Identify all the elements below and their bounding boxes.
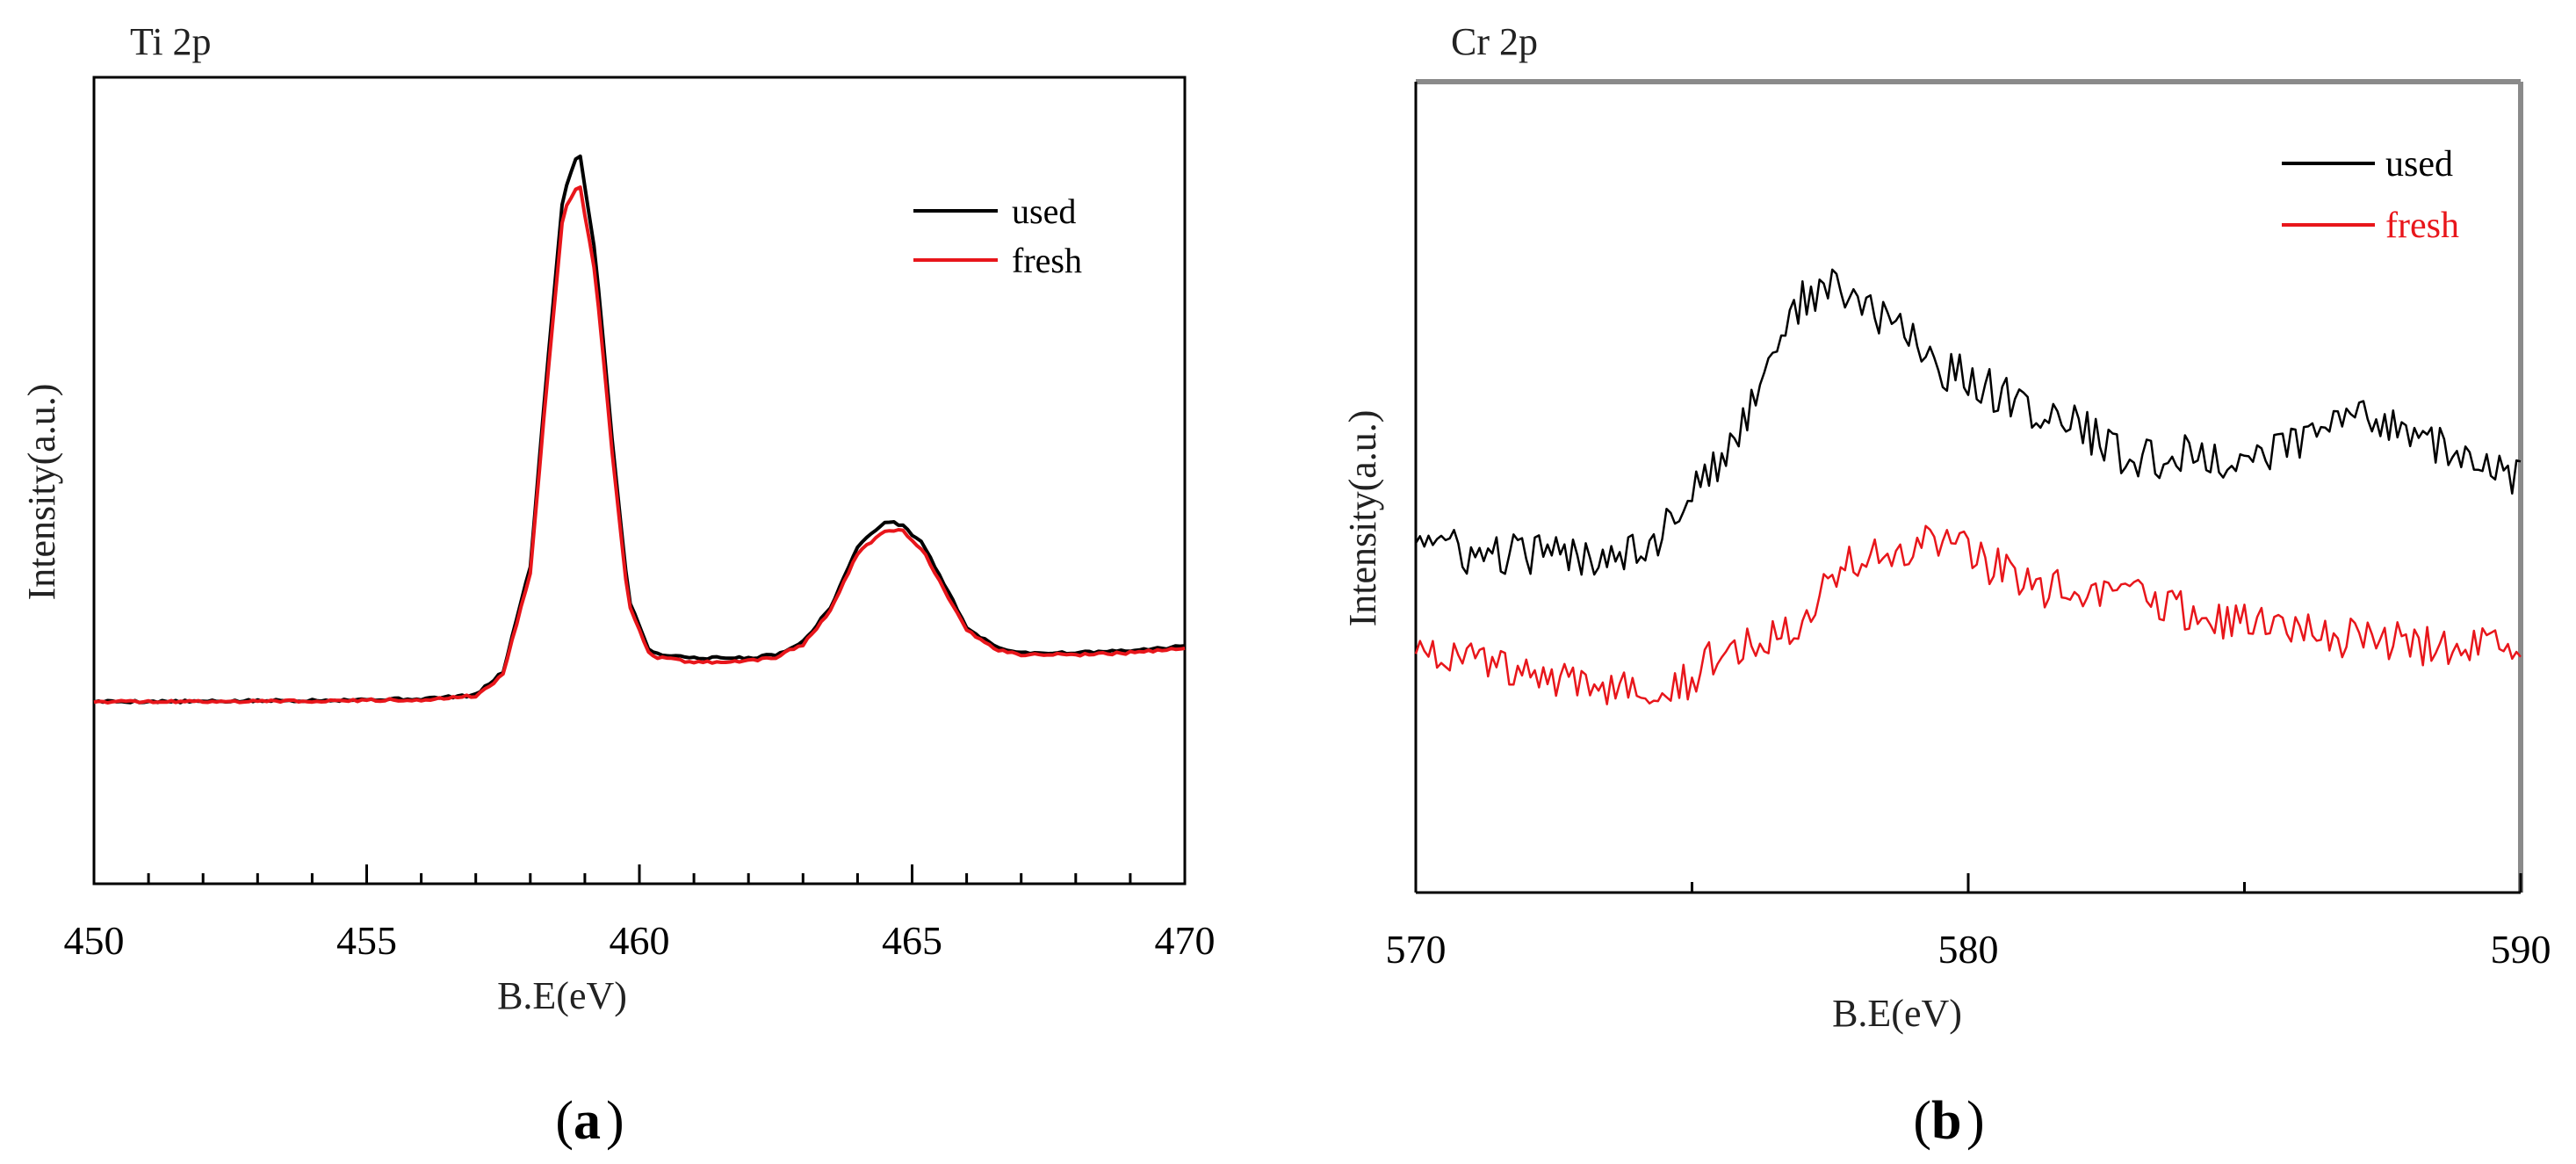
panel-b-label: b [1931,1091,1961,1151]
legend-label-used: used [1012,192,1076,231]
x-tick-label: 470 [1155,918,1216,963]
x-tick-label: 460 [610,918,670,963]
panel-a-y-axis-label: Intensity(a.u.) [20,384,63,601]
legend-label-fresh: fresh [2385,206,2459,246]
panel-a-x-tick-labels: 450 455 460 465 470 [64,918,1216,963]
x-tick-label: 580 [1938,927,1999,972]
panel-b-y-axis-label: Intensity(a.u.) [1341,410,1384,627]
series-line-used [1414,268,2522,576]
legend-label-used: used [2385,144,2453,184]
series-line-fresh [93,185,1186,705]
panel-b-x-ticks [1414,873,2522,893]
panel-a-close-paren: ) [606,1091,624,1151]
panel-a-x-ticks [92,864,1187,884]
panel-a-x-axis-label: B.E(eV) [497,974,627,1017]
x-tick-label: 465 [882,918,942,963]
panel-b-caption: ( b ) [1913,1091,1984,1151]
panel-b-close-paren: ) [1966,1091,1985,1151]
x-tick-label: 590 [2491,927,2551,972]
panel-a-series [93,154,1186,705]
x-tick-label: 455 [336,918,397,963]
panel-a-label: a [574,1091,601,1151]
x-tick-label: 570 [1386,927,1447,972]
panel-a-open-paren: ( [555,1091,574,1151]
panel-b-open-paren: ( [1913,1091,1931,1151]
series-line-used [93,154,1186,705]
panel-b-legend: used fresh [2282,144,2459,246]
panel-b-x-tick-labels: 570 580 590 [1386,927,2551,972]
panel-b-cr2p: Cr 2p 570 580 590 used fresh B.E(eV) Intens… [1341,20,2551,1151]
panel-b-x-axis-label: B.E(eV) [1832,992,1962,1035]
panel-a-title: Ti 2p [130,20,212,63]
x-tick-label: 450 [64,918,125,963]
panel-b-title: Cr 2p [1451,20,1538,63]
panel-a-caption: ( a ) [555,1091,624,1151]
panel-a-legend: used fresh [913,192,1082,280]
legend-label-fresh: fresh [1012,241,1082,280]
panel-b-series [1414,268,2522,705]
series-line-fresh [1414,524,2522,705]
